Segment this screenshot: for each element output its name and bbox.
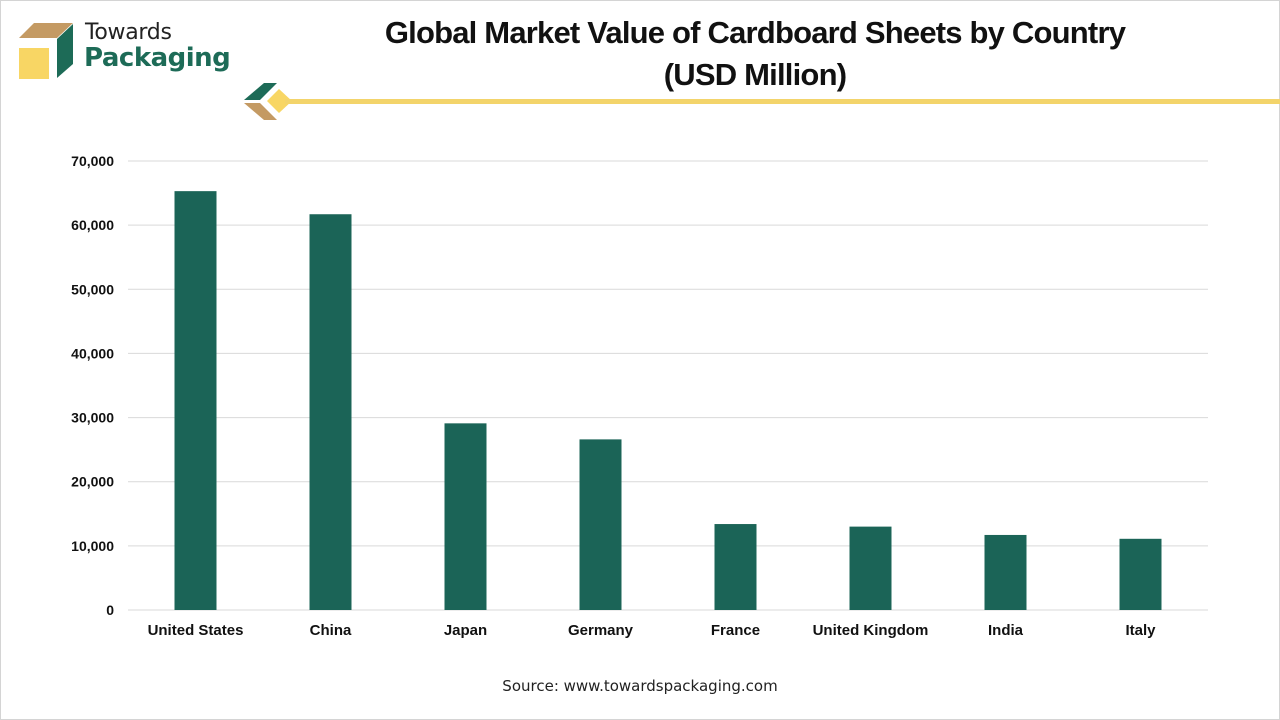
brand-name-bottom: Packaging xyxy=(84,43,231,73)
bars xyxy=(174,191,1162,610)
bar-chart: 0 10,000 20,000 30,000 40,000 50,000 60,000 70,… xyxy=(71,153,1208,639)
divider-arrow-tan xyxy=(244,103,277,120)
y-tick-label: 60,000 xyxy=(71,217,114,233)
divider-arrow-icon xyxy=(244,83,291,120)
y-tick-label: 0 xyxy=(106,602,114,618)
logo-cube-top xyxy=(19,23,73,38)
y-axis-labels: 0 10,000 20,000 30,000 40,000 50,000 60,000 70,… xyxy=(71,153,114,618)
bar-india xyxy=(984,534,1027,610)
bar-france xyxy=(714,524,757,610)
brand-name-top: Towards xyxy=(85,20,172,45)
x-tick-label: Japan xyxy=(444,622,487,639)
cube-logo-icon xyxy=(19,23,73,79)
x-tick-label: India xyxy=(988,622,1024,639)
chart-title-line1: Global Market Value of Cardboard Sheets … xyxy=(384,15,1126,50)
brand-logo: Towards Packaging xyxy=(17,20,237,84)
grid-lines xyxy=(128,160,1208,611)
bar-china xyxy=(309,214,352,610)
logo-cube-front xyxy=(19,48,49,79)
x-tick-label: United States xyxy=(148,622,244,639)
x-tick-label: Italy xyxy=(1125,622,1156,639)
title-divider-line xyxy=(285,99,1280,104)
logo-cube-side xyxy=(57,24,73,78)
y-tick-label: 50,000 xyxy=(71,281,114,297)
divider-arrow-green xyxy=(244,83,277,100)
bar-germany xyxy=(579,439,622,610)
x-tick-label: United Kingdom xyxy=(813,622,929,639)
y-tick-label: 30,000 xyxy=(71,410,114,426)
x-tick-label: France xyxy=(711,622,760,639)
bar-japan xyxy=(444,423,487,610)
y-tick-label: 40,000 xyxy=(71,345,114,361)
bar-united-kingdom xyxy=(849,526,892,610)
y-tick-label: 20,000 xyxy=(71,474,114,490)
source-text: Source: www.towardspackaging.com xyxy=(502,677,778,695)
chart-title-line2: (USD Million) xyxy=(663,57,847,92)
bar-united-states xyxy=(174,191,217,610)
x-tick-label: Germany xyxy=(568,622,634,639)
y-tick-label: 70,000 xyxy=(71,153,114,169)
divider-arrow-yellow xyxy=(267,89,291,113)
x-axis-labels: United States China Japan Germany France Unit… xyxy=(148,622,1157,639)
source-note: Source: www.towardspackaging.com xyxy=(0,676,1280,695)
chart-title: Global Market Value of Cardboard Sheets … xyxy=(330,12,1180,96)
bar-italy xyxy=(1119,538,1162,610)
x-tick-label: China xyxy=(310,622,352,639)
y-tick-label: 10,000 xyxy=(71,538,114,554)
